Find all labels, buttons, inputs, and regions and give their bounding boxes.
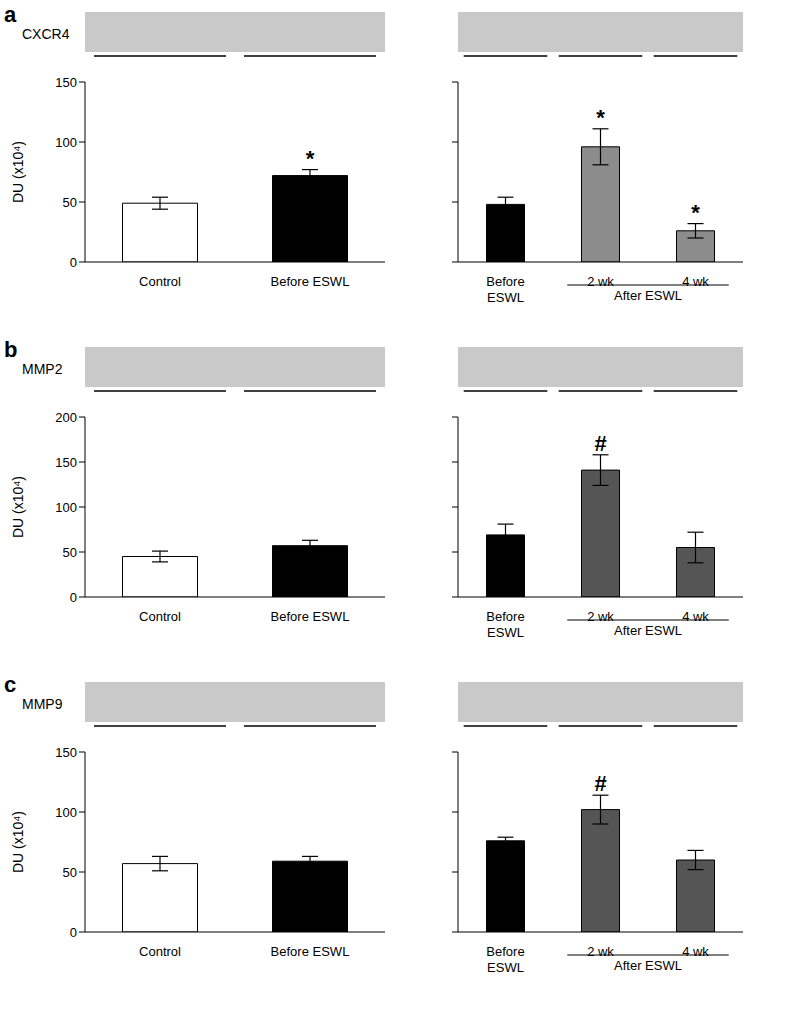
svg-text:Control: Control xyxy=(139,609,181,624)
svg-text:50: 50 xyxy=(63,195,77,210)
svg-text:Control: Control xyxy=(139,274,181,289)
html-text:CXCR4: CXCR4 xyxy=(22,26,70,42)
svg-text:100: 100 xyxy=(55,805,77,820)
svg-text:Before ESWL: Before ESWL xyxy=(271,609,350,624)
svg-text:After ESWL: After ESWL xyxy=(614,958,682,973)
html-text:a: a xyxy=(4,2,17,27)
html-text:MMP9: MMP9 xyxy=(22,696,63,712)
svg-text:Before ESWL: Before ESWL xyxy=(271,274,350,289)
svg-text:100: 100 xyxy=(55,135,77,150)
svg-text:*: * xyxy=(306,146,315,171)
html-text:c: c xyxy=(4,672,17,697)
svg-text:150: 150 xyxy=(55,455,77,470)
svg-text:*: * xyxy=(691,200,700,225)
svg-text:BeforeESWL: BeforeESWL xyxy=(486,944,524,975)
html-text:MMP2: MMP2 xyxy=(22,361,63,377)
svg-text:4 wk: 4 wk xyxy=(682,609,709,624)
svg-text:DU (x10⁴): DU (x10⁴) xyxy=(10,141,26,203)
svg-text:50: 50 xyxy=(63,545,77,560)
svg-text:0: 0 xyxy=(70,590,77,605)
svg-text:After ESWL: After ESWL xyxy=(614,623,682,638)
svg-text:200: 200 xyxy=(55,410,77,425)
svg-text:Before ESWL: Before ESWL xyxy=(271,944,350,959)
svg-text:BeforeESWL: BeforeESWL xyxy=(486,274,524,305)
svg-text:Control: Control xyxy=(139,944,181,959)
svg-text:*: * xyxy=(596,105,605,130)
svg-text:4 wk: 4 wk xyxy=(682,274,709,289)
svg-text:2 wk: 2 wk xyxy=(587,609,614,624)
svg-text:After ESWL: After ESWL xyxy=(614,288,682,303)
html-text:b: b xyxy=(4,337,18,362)
svg-text:#: # xyxy=(594,771,606,796)
svg-text:0: 0 xyxy=(70,255,77,270)
svg-text:2 wk: 2 wk xyxy=(587,944,614,959)
svg-text:DU (x10⁴): DU (x10⁴) xyxy=(10,476,26,538)
svg-text:2 wk: 2 wk xyxy=(587,274,614,289)
svg-text:100: 100 xyxy=(55,500,77,515)
svg-text:150: 150 xyxy=(55,75,77,90)
svg-text:#: # xyxy=(594,431,606,456)
svg-text:0: 0 xyxy=(70,925,77,940)
svg-text:DU (x10⁴): DU (x10⁴) xyxy=(10,811,26,873)
svg-text:4 wk: 4 wk xyxy=(682,944,709,959)
svg-text:BeforeESWL: BeforeESWL xyxy=(486,609,524,640)
svg-text:50: 50 xyxy=(63,865,77,880)
svg-text:150: 150 xyxy=(55,745,77,760)
